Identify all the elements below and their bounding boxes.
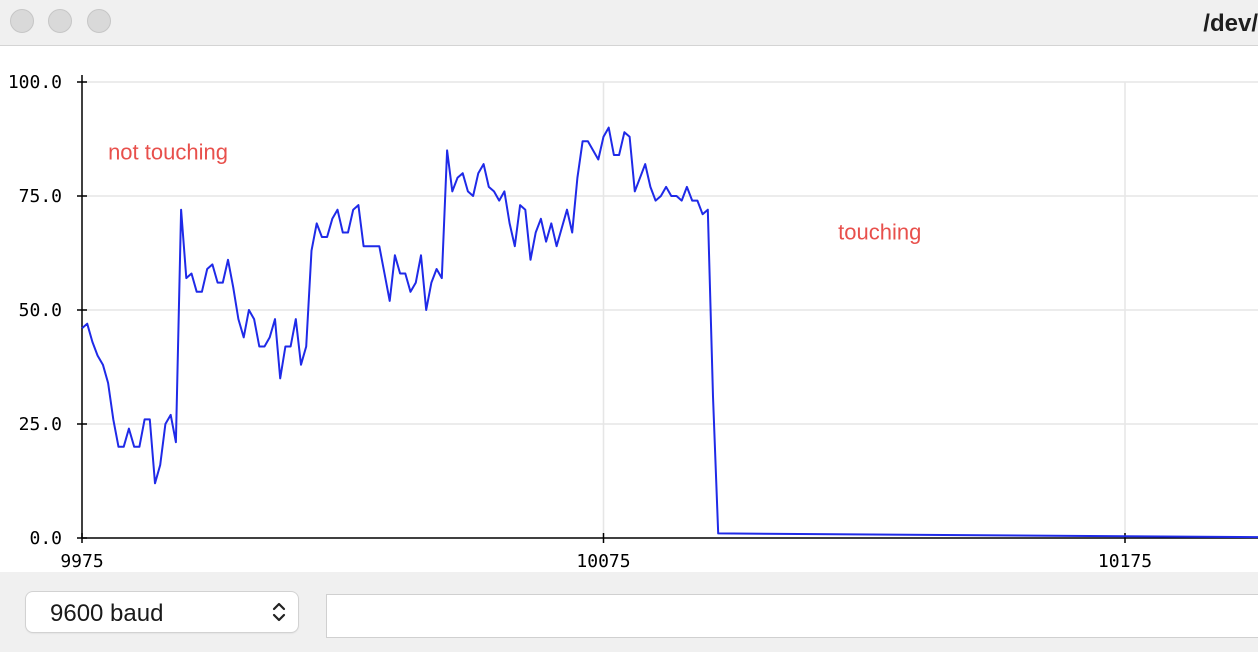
y-tick-label: 100.0 [8,72,62,93]
minimize-window-button[interactable] [48,9,72,33]
up-down-chevron-icon [272,602,286,622]
baud-rate-label: 9600 baud [50,600,164,627]
y-tick-label: 25.0 [19,414,62,435]
x-tick-label: 9975 [60,551,103,572]
baud-rate-select[interactable]: 9600 baud [26,592,298,632]
y-tick-label: 75.0 [19,186,62,207]
axis-ticks: 0.0 25.0 50.0 75.0 100.0 9975 10075 10175 [8,72,1152,572]
serial-plot: 0.0 25.0 50.0 75.0 100.0 9975 10075 10175 not t… [8,72,1258,572]
plot-series [81,126,1258,539]
annotation-label: not touching [108,140,228,165]
serial-plotter-area: 0.0 25.0 50.0 75.0 100.0 9975 10075 10175 not t… [0,47,1258,572]
message-input[interactable] [326,594,1258,638]
window-titlebar: /dev/ [0,0,1258,46]
series-line [81,126,1258,539]
annotation-label: touching [838,219,921,244]
y-tick-label: 50.0 [19,300,62,321]
plot-grid [82,81,1258,538]
plot-annotations: not touching touching [108,140,921,245]
plot-axes [81,75,1258,539]
bottom-toolbar: 9600 baud [0,572,1258,652]
x-tick-label: 10175 [1098,551,1152,572]
zoom-window-button[interactable] [87,9,111,33]
close-window-button[interactable] [10,9,34,33]
window-title: /dev/ [1203,10,1258,37]
x-tick-label: 10075 [576,551,630,572]
y-tick-label: 0.0 [29,528,62,549]
